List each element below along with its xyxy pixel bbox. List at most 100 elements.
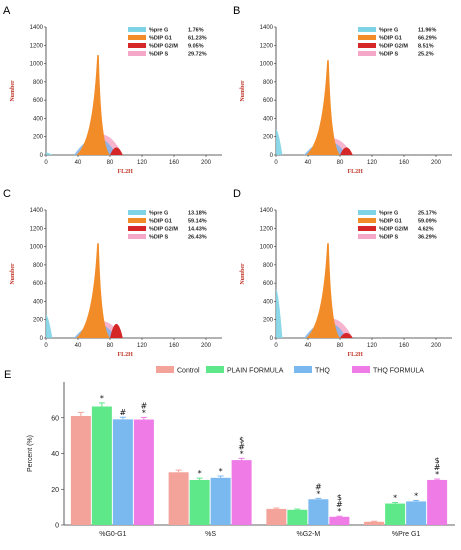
y-tick-label: 1200 [260, 226, 274, 232]
y-tick-label: 800 [33, 263, 44, 269]
legend-swatch [358, 210, 376, 215]
y-tick-label: 400 [263, 116, 274, 122]
legend-swatch [206, 366, 224, 373]
bar [427, 479, 448, 525]
legend-label: %DIP S [379, 235, 398, 241]
legend-swatch [294, 366, 312, 373]
legend-label: %pre G [149, 28, 168, 34]
legend-swatch [358, 43, 376, 48]
x-tick-label: 160 [169, 343, 180, 349]
legend-value: 29.72% [188, 52, 207, 58]
x-tick-label: 160 [169, 160, 180, 166]
y-tick-label: 600 [33, 281, 44, 287]
histogram-panel-d: D 0 200 400 600 800 1000 1200 1400 0 40 80 120 160 200… [233, 188, 452, 358]
significance-mark: * [337, 507, 341, 516]
y-tick-label: 1400 [30, 208, 44, 214]
legend-label: THQ FORMULA [373, 368, 424, 375]
significance-mark: * [219, 467, 223, 476]
legend-value: 26.43% [188, 235, 207, 241]
legend-value: 25.2% [418, 52, 434, 58]
legend-label: Control [177, 368, 200, 375]
bar [406, 501, 427, 525]
significance-mark: * [240, 449, 244, 458]
dip-g2m-peak [340, 332, 353, 338]
pre-g-peak [276, 289, 283, 338]
significance-mark: * [393, 493, 397, 502]
legend-label: %DIP G1 [379, 36, 402, 42]
legend-value: 66.29% [418, 36, 437, 42]
y-tick-label: 800 [33, 80, 44, 86]
histogram-panel-b: B 0 200 400 600 800 1000 1200 1400 0 40 80 120 160 200… [233, 5, 452, 175]
y-tick-label: 600 [33, 98, 44, 104]
bar [133, 419, 154, 525]
x-axis-label: FL2H [118, 169, 134, 175]
legend-label: %DIP G1 [149, 219, 172, 225]
x-tick-label: 0 [44, 343, 48, 349]
x-tick-label: 80 [337, 160, 344, 166]
x-tick-label: 0 [274, 160, 278, 166]
y-axis-label: Number [10, 263, 16, 285]
x-tick-label: 80 [107, 160, 114, 166]
pre-g-peak [46, 314, 53, 338]
legend-value: 59.14% [188, 219, 207, 225]
panel-letter: C [3, 188, 11, 200]
legend-label: %DIP G2/M [149, 227, 178, 233]
legend-value: 9.05% [188, 44, 204, 50]
y-tick-label: 1000 [260, 245, 274, 251]
legend-swatch [128, 43, 146, 48]
x-tick-label: 40 [75, 160, 82, 166]
significance-mark: # [238, 442, 245, 451]
legend-swatch [128, 234, 146, 239]
y-tick-label: 0 [270, 153, 274, 159]
x-tick-label: 200 [431, 343, 442, 349]
x-tick-label: 40 [305, 160, 312, 166]
significance-mark: * [142, 408, 146, 417]
x-tick-label: 120 [137, 160, 148, 166]
bar [308, 499, 329, 525]
y-tick-label: 1200 [30, 226, 44, 232]
bar [189, 479, 210, 525]
y-axis-label: Percent (%) [27, 435, 34, 472]
bar-chart-e: E 0 20 40 60 Percent (%) Control PLAIN FORMULA T… [4, 366, 455, 538]
dip-g1-peak [306, 60, 340, 155]
bar [70, 415, 91, 525]
legend-label: %pre G [149, 211, 168, 217]
dip-g1-peak [76, 55, 110, 155]
legend-value: 8.51% [418, 44, 434, 50]
y-tick-label: 600 [263, 98, 274, 104]
x-tick-label: 40 [305, 343, 312, 349]
y-tick-label: 200 [33, 318, 44, 324]
legend-value: 59.09% [418, 219, 437, 225]
significance-mark: * [435, 470, 439, 479]
legend-label: %DIP G1 [379, 219, 402, 225]
legend-value: 36.29% [418, 235, 437, 241]
legend-label: THQ [315, 368, 330, 375]
x-tick-label: 120 [367, 343, 378, 349]
y-tick-label: 1200 [260, 43, 274, 49]
legend-label: %DIP S [149, 235, 168, 241]
legend-value: 61.23% [188, 36, 207, 42]
bar [385, 503, 406, 525]
legend-label: %pre G [379, 211, 398, 217]
y-tick-label: 1000 [30, 62, 44, 68]
y-tick-label: 60 [51, 415, 59, 422]
bar [112, 419, 133, 525]
y-tick-label: 400 [263, 299, 274, 305]
bar [364, 521, 385, 525]
panel-letter: D [233, 188, 241, 200]
x-tick-label: 0 [44, 160, 48, 166]
bar [168, 472, 189, 525]
bar [287, 509, 308, 525]
legend-swatch [358, 51, 376, 56]
legend-value: 1.76% [188, 28, 204, 34]
legend-swatch [358, 226, 376, 231]
significance-mark: $ [239, 435, 244, 444]
bar [91, 406, 112, 525]
dip-g2m-peak [110, 323, 123, 338]
significance-mark: # [336, 500, 343, 509]
legend-label: PLAIN FORMULA [227, 368, 284, 375]
significance-mark: $ [435, 456, 440, 465]
y-axis-label: Number [240, 263, 246, 285]
y-tick-label: 200 [263, 318, 274, 324]
